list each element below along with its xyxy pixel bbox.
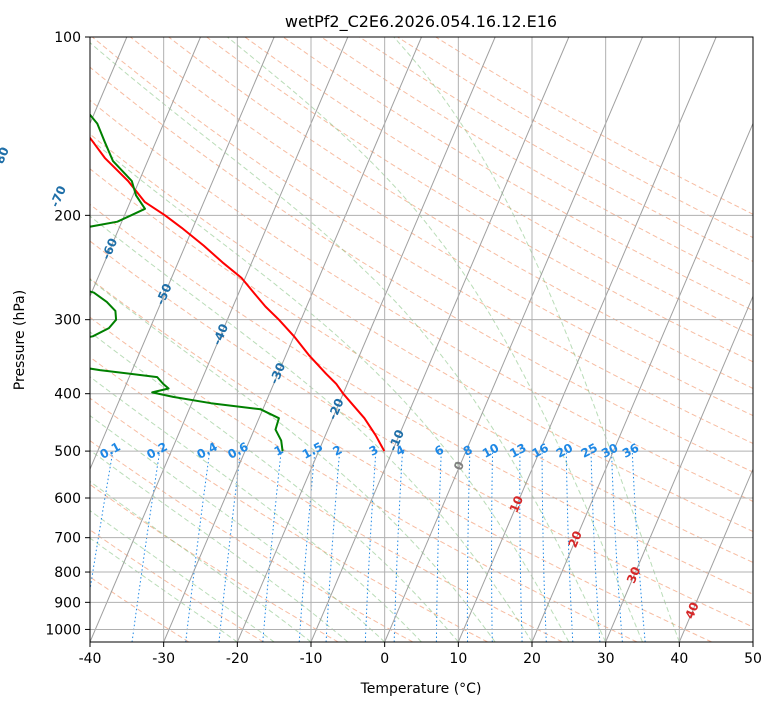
- dry-adiabat: [244, 37, 753, 337]
- y-tick-label: 100: [54, 30, 81, 46]
- isotherm-line: [605, 295, 753, 642]
- background-lines: [90, 37, 753, 642]
- dry-adiabat: [90, 240, 753, 628]
- x-tick-label: -40: [79, 651, 102, 667]
- mixing-ratio-label: 30: [599, 441, 620, 461]
- chart-title: wetPf2_C2E6.2026.054.16.12.E16: [285, 12, 557, 32]
- profile-lines: [90, 113, 386, 452]
- isotherm-line: [531, 122, 753, 642]
- y-tick-label: 700: [54, 531, 81, 547]
- x-tick-label: 30: [597, 651, 615, 667]
- dry-adiabat: [282, 37, 753, 312]
- mixing-ratio-label: 16: [530, 441, 551, 461]
- isotherm-label: 40: [682, 600, 701, 621]
- isotherm-line: [384, 37, 643, 642]
- mixing-ratio-line: [631, 451, 646, 642]
- x-tick-label: -20: [226, 651, 249, 667]
- mixing-ratio-line: [262, 451, 282, 642]
- plot-background: [90, 37, 753, 642]
- moist-adiabat: [227, 37, 643, 642]
- isotherm-line: [90, 37, 349, 642]
- x-axis-label: Temperature (°C): [360, 681, 482, 697]
- moist-adiabat: [393, 37, 680, 642]
- isotherm-line: [678, 467, 753, 642]
- y-tick-label: 800: [54, 565, 81, 581]
- isotherm-label: 30: [624, 565, 643, 586]
- isotherm-line: [90, 37, 275, 471]
- isotherm-line: [90, 37, 201, 298]
- mixing-ratio-label: 36: [620, 441, 641, 461]
- moist-adiabat: [90, 376, 422, 642]
- x-tick-label: 0: [380, 651, 389, 667]
- y-tick-label: 900: [54, 595, 81, 611]
- y-tick-label: 200: [54, 208, 81, 224]
- dry-adiabat: [90, 356, 563, 642]
- dry-adiabat: [90, 99, 753, 502]
- x-tick-label: 50: [744, 651, 762, 667]
- x-tick-label: 40: [670, 651, 688, 667]
- moist-adiabat: [90, 537, 238, 642]
- dry-adiabat: [90, 483, 339, 642]
- inline-labels: -100-90-80-70-60-50-40-30-20-10010203040…: [0, 145, 702, 621]
- isotherm-label: 10: [507, 494, 526, 515]
- moist-adiabat: [90, 415, 386, 642]
- y-tick-label: 600: [54, 491, 81, 507]
- y-tick-label: 400: [54, 387, 81, 403]
- isotherm-label: -70: [48, 184, 69, 209]
- mixing-ratio-label: 13: [507, 441, 528, 461]
- isotherm-line: [752, 640, 753, 642]
- x-tick-label: -10: [300, 651, 323, 667]
- mixing-ratio-label: 10: [480, 441, 501, 461]
- temperature-profile: [90, 136, 386, 452]
- y-tick-label: 1000: [45, 622, 81, 638]
- dry-adiabat: [90, 529, 264, 642]
- mixing-ratio-line: [90, 451, 114, 593]
- x-tick-label: 20: [523, 651, 541, 667]
- y-tick-label: 500: [54, 444, 81, 460]
- x-tick-label: -30: [152, 651, 175, 667]
- dewpoint-profile: [90, 113, 284, 452]
- moist-adiabat: [90, 449, 349, 642]
- x-tick-label: 10: [449, 651, 467, 667]
- plot-frame: [89, 36, 754, 643]
- mixing-ratio-label: 20: [554, 441, 575, 461]
- y-axis-label: Pressure (hPa): [12, 290, 28, 390]
- dry-adiabat: [206, 37, 753, 363]
- mixing-ratio-label: 25: [579, 441, 600, 461]
- y-tick-label: 300: [54, 313, 81, 329]
- axis-ticks: -40 -30 -20 -10 0 10 20 30 40 50 100 200 300 400 500 60…: [45, 30, 762, 667]
- dry-adiabat: [90, 66, 753, 473]
- dry-adiabat: [90, 133, 753, 533]
- isotherm-line: [310, 37, 570, 642]
- dry-adiabat: [168, 37, 753, 389]
- mixing-ratio-line: [218, 451, 241, 642]
- isotherm-label: -80: [0, 145, 12, 170]
- isotherm-label: 20: [566, 529, 585, 550]
- dry-adiabat: [90, 203, 753, 595]
- isotherm-line: [163, 37, 422, 642]
- dry-adiabat: [90, 316, 638, 642]
- moist-adiabat: [90, 331, 459, 642]
- isotherm-line: [236, 37, 496, 642]
- isotherm-line: [457, 37, 717, 642]
- dry-adiabat: [90, 278, 712, 642]
- moist-adiabat: [90, 138, 570, 642]
- moist-adiabat: [90, 278, 496, 642]
- mixing-ratio-line: [185, 451, 211, 642]
- moist-adiabat: [90, 215, 533, 642]
- dry-adiabat: [90, 397, 488, 642]
- dry-adiabat: [90, 168, 753, 563]
